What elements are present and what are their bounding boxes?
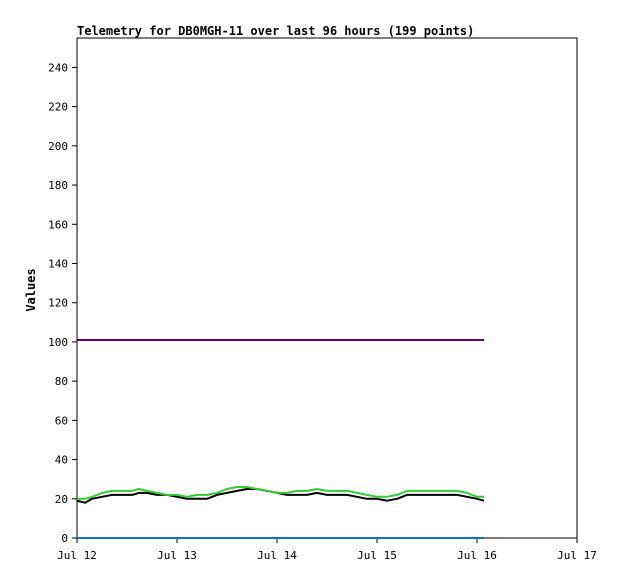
y-tick-label: 40 bbox=[55, 454, 68, 467]
y-tick-label: 180 bbox=[48, 179, 68, 192]
y-tick-label: 120 bbox=[48, 297, 68, 310]
y-tick-label: 220 bbox=[48, 101, 68, 114]
y-tick-label: 0 bbox=[61, 532, 68, 545]
y-axis: 0 20 40 60 80 100 120 140 160 180 200 220 240 bbox=[48, 61, 77, 545]
y-tick-label: 60 bbox=[55, 414, 68, 427]
x-tick-label: Jul 13 bbox=[157, 549, 197, 562]
x-tick-label: Jul 16 bbox=[457, 549, 497, 562]
plot-area bbox=[76, 37, 578, 539]
y-tick-label: 140 bbox=[48, 257, 68, 270]
y-tick-label: 240 bbox=[48, 61, 68, 74]
series-line-2 bbox=[77, 486, 484, 500]
y-tick-label: 160 bbox=[48, 218, 68, 231]
x-tick-label: Jul 12 bbox=[57, 549, 97, 562]
chart-title: Telemetry for DB0MGH-11 over last 96 hou… bbox=[77, 24, 474, 38]
series-layer bbox=[76, 339, 485, 539]
x-tick-label: Jul 15 bbox=[357, 549, 397, 562]
x-tick-label: Jul 14 bbox=[257, 549, 297, 562]
y-axis-title: Values bbox=[24, 268, 38, 311]
y-tick-label: 20 bbox=[55, 493, 68, 506]
x-tick-label: Jul 17 bbox=[557, 549, 597, 562]
y-tick-label: 200 bbox=[48, 140, 68, 153]
y-tick-label: 100 bbox=[48, 336, 68, 349]
y-tick-label: 80 bbox=[55, 375, 68, 388]
x-axis: Jul 12 Jul 13 Jul 14 Jul 15 Jul 16 Jul 17 bbox=[57, 538, 597, 562]
